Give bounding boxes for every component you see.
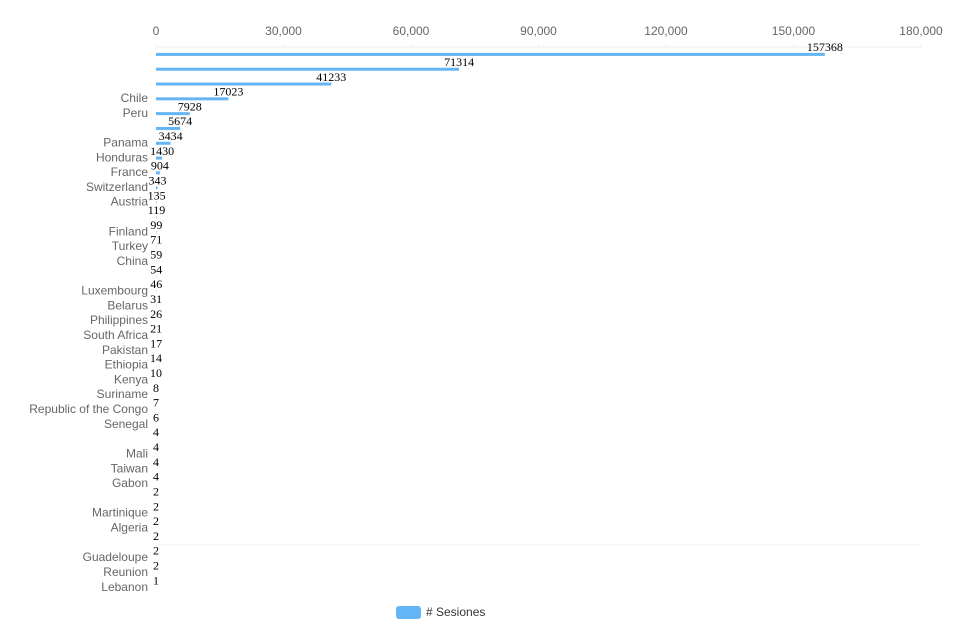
data-label: 59: [150, 248, 162, 262]
data-label: 99: [150, 218, 162, 232]
y-tick-label: Peru: [123, 106, 148, 120]
y-tick-label: Mali: [126, 446, 148, 460]
y-tick-label: Lebanon: [101, 580, 148, 594]
data-label: 7928: [178, 99, 202, 113]
data-label: 135: [148, 188, 166, 202]
x-tick-label: 60,000: [393, 24, 430, 38]
data-label: 8: [153, 381, 159, 395]
y-tick-label: South Africa: [83, 328, 148, 342]
data-label: 31: [150, 292, 162, 306]
bar: [156, 201, 157, 205]
bar: [156, 97, 229, 101]
bar: [156, 82, 332, 86]
data-label: 17023: [213, 85, 243, 99]
data-label: 904: [151, 159, 169, 173]
data-label: 3434: [159, 129, 183, 143]
y-tick-label: France: [111, 165, 149, 179]
data-label: 14: [150, 351, 162, 365]
x-tick-label: 180,000: [899, 24, 943, 38]
bar: [156, 171, 160, 175]
y-tick-label: Pakistan: [102, 343, 148, 357]
bar: [156, 126, 181, 130]
y-tick-label: Reunion: [103, 565, 148, 579]
data-label: 5674: [168, 114, 192, 128]
x-tick-label: 0: [153, 24, 160, 38]
data-label: 2: [153, 544, 159, 558]
data-label: 343: [148, 173, 166, 187]
x-tick-label: 150,000: [772, 24, 816, 38]
y-tick-label: Ethiopia: [105, 358, 149, 372]
bar: [156, 67, 460, 71]
x-tick-label: 120,000: [644, 24, 688, 38]
y-tick-label: Gabon: [112, 476, 148, 490]
data-label: 2: [153, 559, 159, 573]
data-label: 2: [153, 484, 159, 498]
data-label: 1: [153, 573, 159, 587]
data-label: 119: [148, 203, 166, 217]
y-tick-label: Kenya: [114, 372, 148, 386]
bar: [156, 141, 171, 145]
data-label: 2: [153, 514, 159, 528]
data-label: 71: [150, 233, 162, 247]
data-label: 1430: [150, 144, 174, 158]
data-label: 4: [153, 470, 159, 484]
x-tick-label: 90,000: [520, 24, 557, 38]
data-label: 4: [153, 440, 159, 454]
data-label: 26: [150, 307, 162, 321]
y-tick-label: Guadeloupe: [83, 550, 149, 564]
y-tick-label: Belarus: [107, 298, 148, 312]
data-label: 7: [153, 396, 159, 410]
legend-swatch: [396, 606, 421, 619]
bar: [156, 215, 157, 219]
y-tick-label: Honduras: [96, 150, 148, 164]
y-tick-label: Algeria: [111, 521, 149, 535]
data-label: 17: [150, 336, 162, 350]
x-tick-label: 30,000: [265, 24, 302, 38]
y-tick-label: Luxembourg: [81, 284, 148, 298]
bar: [156, 156, 163, 160]
data-label: 41233: [316, 70, 346, 84]
data-label: 2: [153, 529, 159, 543]
y-tick-label: Suriname: [97, 387, 149, 401]
y-tick-label: Philippines: [90, 313, 148, 327]
data-label: 157368: [807, 40, 843, 54]
data-label: 6: [153, 410, 159, 424]
data-label: 4: [153, 455, 159, 469]
data-label: 46: [150, 277, 162, 291]
y-tick-label: Republic of the Congo: [29, 402, 148, 416]
data-label: 10: [150, 366, 162, 380]
y-tick-label: Switzerland: [86, 180, 148, 194]
bar: [156, 186, 158, 190]
legend-label: # Sesiones: [426, 605, 485, 619]
y-tick-label: China: [117, 254, 149, 268]
bar: [156, 52, 825, 56]
bar: [156, 112, 190, 116]
y-tick-label: Senegal: [104, 417, 148, 431]
y-tick-label: Panama: [103, 135, 148, 149]
y-tick-label: Finland: [109, 224, 148, 238]
data-label: 4: [153, 425, 159, 439]
y-tick-label: Chile: [121, 91, 149, 105]
y-tick-label: Taiwan: [111, 461, 148, 475]
data-label: 21: [150, 322, 162, 336]
y-tick-label: Turkey: [112, 239, 148, 253]
y-tick-label: Austria: [111, 195, 149, 209]
data-label: 71314: [444, 55, 474, 69]
data-label: 2: [153, 499, 159, 513]
data-label: 54: [150, 262, 162, 276]
y-tick-label: Martinique: [92, 506, 148, 520]
